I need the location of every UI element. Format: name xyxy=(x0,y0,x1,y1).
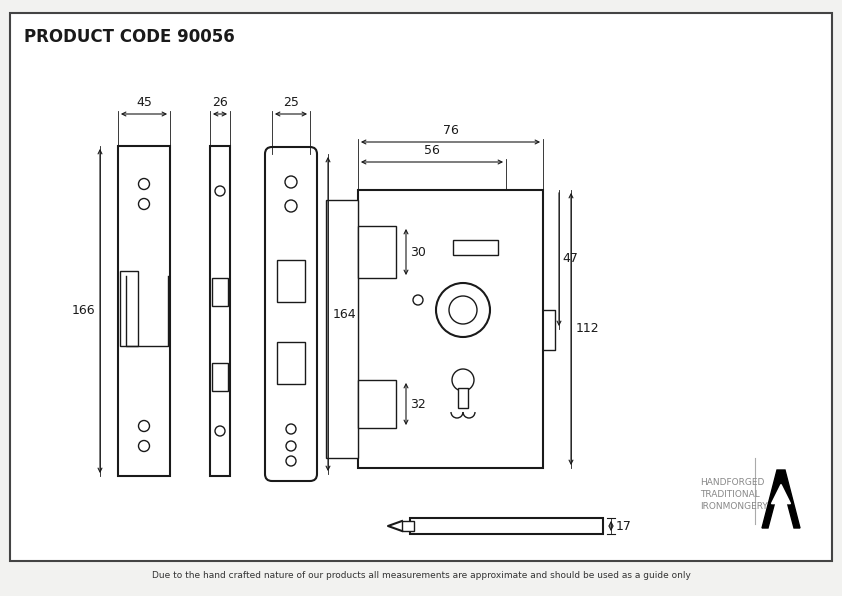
Text: 76: 76 xyxy=(443,124,458,137)
Polygon shape xyxy=(762,470,800,528)
Bar xyxy=(410,518,603,534)
Text: 30: 30 xyxy=(410,246,426,259)
Text: 32: 32 xyxy=(410,398,426,411)
Bar xyxy=(326,200,358,458)
Bar xyxy=(358,226,396,278)
Bar xyxy=(358,380,396,428)
Text: IRONMONGERY: IRONMONGERY xyxy=(700,502,768,511)
Text: TRADITIONAL: TRADITIONAL xyxy=(700,490,759,499)
Text: 56: 56 xyxy=(424,144,440,157)
Bar xyxy=(120,271,138,346)
Text: 45: 45 xyxy=(136,96,152,109)
Text: 17: 17 xyxy=(616,520,632,532)
Text: HANDFORGED: HANDFORGED xyxy=(700,478,765,487)
Text: 164: 164 xyxy=(333,308,357,321)
Text: 25: 25 xyxy=(283,96,299,109)
Text: 166: 166 xyxy=(72,305,95,318)
Bar xyxy=(118,146,170,476)
Polygon shape xyxy=(771,485,791,504)
Text: Due to the hand crafted nature of our products all measurements are approximate : Due to the hand crafted nature of our pr… xyxy=(152,572,690,581)
Bar xyxy=(402,521,414,531)
FancyBboxPatch shape xyxy=(265,147,317,481)
Bar xyxy=(212,278,228,306)
Text: 112: 112 xyxy=(576,322,600,336)
Bar xyxy=(358,190,543,468)
Bar xyxy=(453,240,498,255)
Text: 47: 47 xyxy=(562,253,578,265)
Bar xyxy=(458,388,468,408)
Bar xyxy=(277,342,305,384)
Text: PRODUCT CODE 90056: PRODUCT CODE 90056 xyxy=(24,28,235,46)
Bar xyxy=(210,146,230,476)
Bar xyxy=(277,260,305,302)
Bar xyxy=(212,363,228,391)
Text: 26: 26 xyxy=(212,96,228,109)
